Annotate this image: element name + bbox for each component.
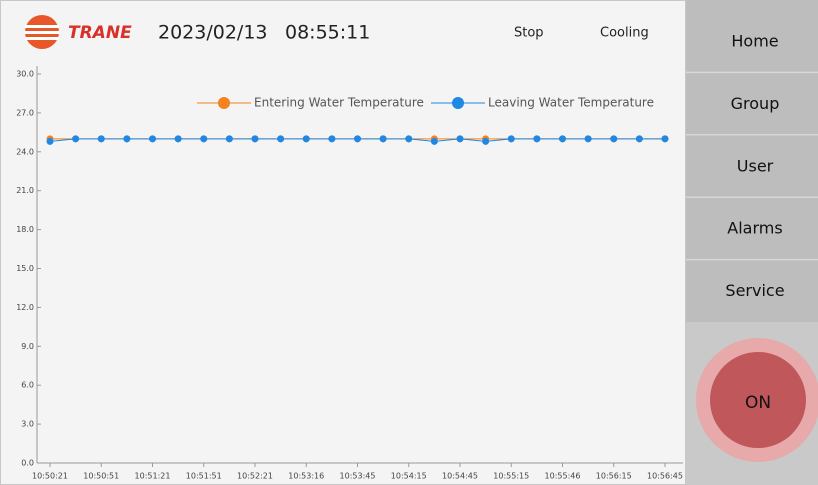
legend-marker xyxy=(218,97,230,109)
time: 08:55:11 xyxy=(285,22,370,44)
nav-button[interactable] xyxy=(686,10,818,72)
data-point xyxy=(482,137,490,145)
brand: TRANE xyxy=(68,23,132,43)
data-point xyxy=(430,137,438,145)
nav-label: User xyxy=(737,156,774,175)
power-control[interactable]: ON xyxy=(696,338,818,462)
x-tick-label: 10:52:21 xyxy=(237,472,273,481)
data-point xyxy=(559,135,566,143)
nav-button[interactable] xyxy=(686,259,818,322)
x-tick-label: 10:54:45 xyxy=(442,472,478,481)
data-point xyxy=(97,135,105,143)
power-label: ON xyxy=(745,393,771,413)
y-tick-label: 9.0 xyxy=(21,342,34,351)
data-point xyxy=(610,135,618,143)
x-tick-label: 10:56:45 xyxy=(647,472,683,481)
data-point xyxy=(72,135,80,143)
nav-button[interactable] xyxy=(686,72,818,135)
x-tick-label: 10:51:21 xyxy=(135,472,171,481)
legend-label: Entering Water Temperature xyxy=(254,96,424,110)
x-tick-label: 10:56:15 xyxy=(596,472,632,481)
data-point xyxy=(635,135,643,143)
y-tick-label: 0.0 xyxy=(21,459,34,468)
y-tick-label: 18.0 xyxy=(16,225,34,234)
data-point xyxy=(405,135,413,143)
data-point xyxy=(277,135,285,143)
data-point xyxy=(149,135,156,143)
data-point xyxy=(507,135,515,143)
x-tick-label: 10:50:21 xyxy=(32,472,68,481)
mode: Cooling xyxy=(600,26,649,41)
data-point xyxy=(46,137,54,145)
power-button[interactable] xyxy=(710,352,806,448)
nav-label: Group xyxy=(731,94,780,113)
data-point xyxy=(251,135,259,143)
date: 2023/02/13 xyxy=(158,22,268,44)
data-point xyxy=(661,135,669,143)
y-tick-label: 3.0 xyxy=(21,420,34,429)
data-point xyxy=(584,135,592,143)
data-point xyxy=(456,135,464,143)
x-tick-label: 10:54:15 xyxy=(391,472,427,481)
y-tick-label: 15.0 xyxy=(16,264,34,273)
x-tick-label: 10:51:51 xyxy=(186,472,222,481)
data-point xyxy=(354,135,361,143)
x-tick-label: 10:50:51 xyxy=(83,472,119,481)
data-point xyxy=(379,135,387,143)
data-point xyxy=(225,135,233,143)
legend-marker xyxy=(452,97,464,109)
data-point xyxy=(302,135,310,143)
nav-button[interactable] xyxy=(686,197,818,260)
status: Stop xyxy=(514,26,544,41)
x-tick-label: 10:55:46 xyxy=(545,472,581,481)
y-tick-label: 21.0 xyxy=(16,186,34,195)
data-point xyxy=(200,135,208,143)
data-point xyxy=(123,135,131,143)
y-tick-label: 27.0 xyxy=(16,108,34,117)
nav-label: Home xyxy=(731,32,778,51)
y-tick-label: 6.0 xyxy=(21,381,34,390)
x-tick-label: 10:53:45 xyxy=(340,472,376,481)
y-tick-label: 30.0 xyxy=(16,70,34,79)
x-tick-label: 10:55:15 xyxy=(493,472,529,481)
nav-button[interactable] xyxy=(686,134,818,197)
data-point xyxy=(533,135,541,143)
x-tick-label: 10:53:16 xyxy=(288,472,324,481)
legend-label: Leaving Water Temperature xyxy=(488,96,654,110)
nav-label: Service xyxy=(725,281,784,300)
data-point xyxy=(174,135,182,143)
data-point xyxy=(328,135,336,143)
y-tick-label: 12.0 xyxy=(16,303,34,312)
nav-label: Alarms xyxy=(727,219,782,238)
y-tick-label: 24.0 xyxy=(16,147,34,156)
main-panel xyxy=(0,0,686,485)
logo xyxy=(25,15,59,49)
